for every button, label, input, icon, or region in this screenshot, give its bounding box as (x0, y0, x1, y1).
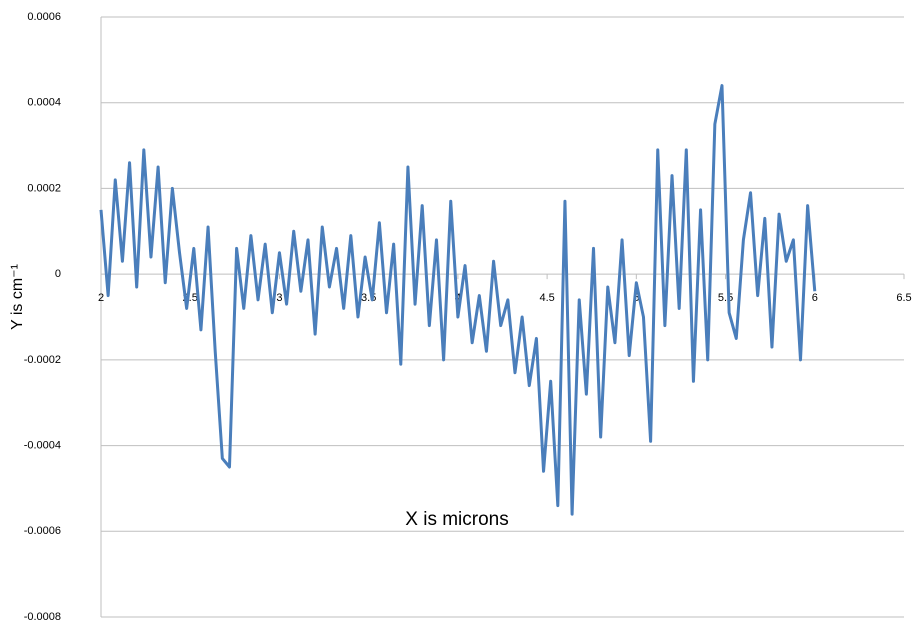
data-line (99, 84, 817, 516)
y-tick-label: 0.0004 (27, 97, 61, 109)
y-axis-title: Y is cm⁻¹ (9, 264, 26, 330)
y-tick-label: 0 (55, 268, 61, 280)
y-tick-label: 0.0006 (27, 11, 61, 23)
x-tick-label: 6.5 (896, 292, 911, 304)
x-tick-label: 5.5 (718, 292, 733, 304)
x-tick-label: 3 (276, 292, 282, 304)
x-tick-label: 4.5 (539, 292, 554, 304)
y-tick-label: -0.0006 (24, 525, 61, 537)
y-tick-label: -0.0004 (24, 439, 61, 451)
x-tick-label: 2 (98, 292, 104, 304)
y-tick-label: -0.0002 (24, 354, 61, 366)
y-tick-label: -0.0008 (24, 611, 61, 623)
y-tick-label: 0.0002 (27, 182, 61, 194)
x-axis-title: X is microns (405, 509, 508, 530)
x-tick-label: 6 (812, 292, 818, 304)
